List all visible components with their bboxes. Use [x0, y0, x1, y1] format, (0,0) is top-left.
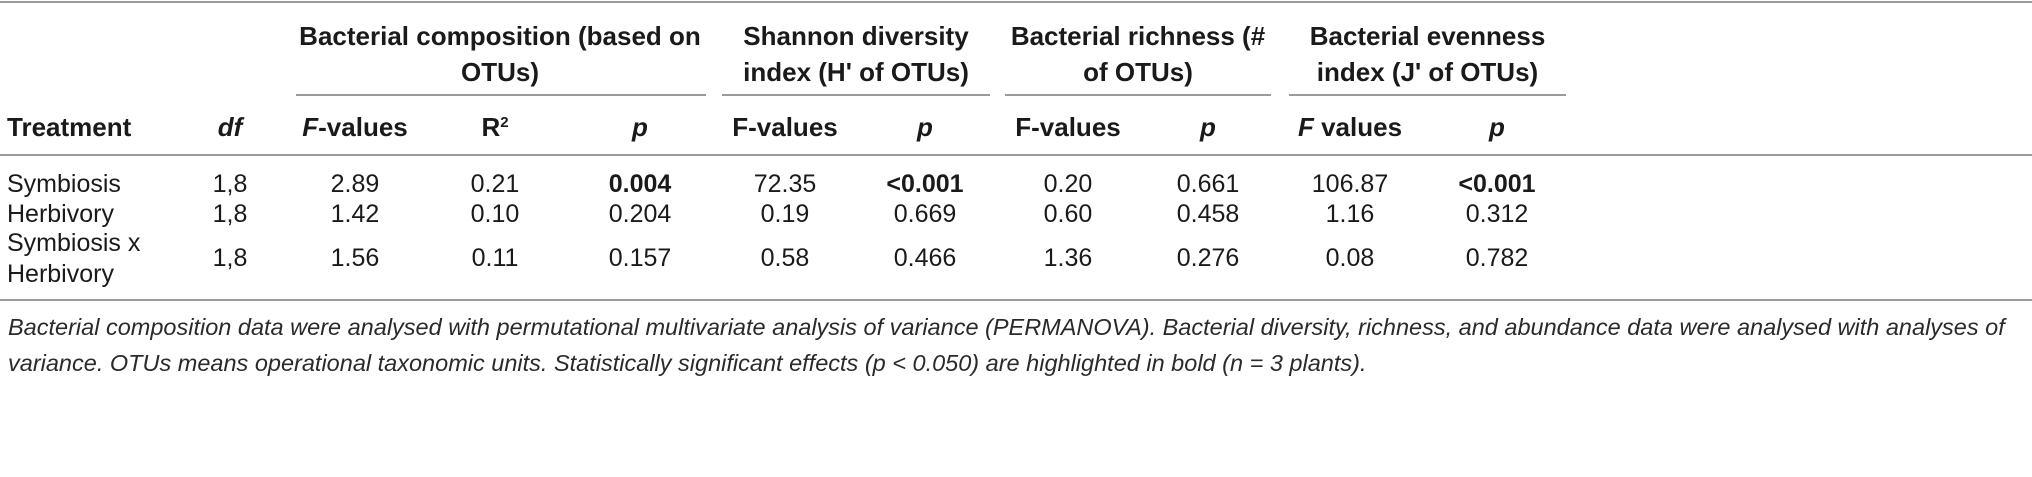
- col-header-df: df: [217, 112, 243, 142]
- group-rule-richness: [1005, 94, 1271, 96]
- header-bottom-rule: [0, 154, 2032, 156]
- group-header-composition: Bacterial composition (based on OTUs): [299, 21, 701, 87]
- row2-even-p: 0.312: [1465, 200, 1529, 228]
- col-header-comp-p: p: [632, 112, 648, 142]
- group-header-evenness: Bacterial evenness index (J' of OTUs): [1309, 21, 1546, 87]
- row1-df: 1,8: [212, 170, 248, 198]
- row1-rich-f: 0.20: [1043, 170, 1093, 198]
- col-header-comp-r2: R2: [450, 112, 540, 142]
- col-header-rich-p: p: [1200, 112, 1216, 142]
- row2-shan-f: 0.19: [760, 200, 810, 228]
- row1-comp-f: 2.89: [330, 170, 380, 198]
- group-header-richness: Bacterial richness (# of OTUs): [1010, 21, 1266, 87]
- row3-treatment-line1: Symbiosis x: [7, 229, 141, 257]
- row1-rich-p: 0.661: [1176, 170, 1240, 198]
- row2-treatment: Herbivory: [7, 200, 114, 228]
- row3-shan-f: 0.58: [760, 244, 810, 272]
- row3-even-p: 0.782: [1465, 244, 1529, 272]
- col-header-comp-f: F-values: [290, 112, 420, 142]
- row1-even-f: 106.87: [1311, 170, 1389, 198]
- group-rule-composition: [296, 94, 706, 96]
- row3-shan-p: 0.466: [893, 244, 957, 272]
- row2-comp-r2: 0.10: [470, 200, 520, 228]
- row1-treatment: Symbiosis: [7, 170, 121, 198]
- row2-comp-f: 1.42: [330, 200, 380, 228]
- row1-comp-p: 0.004: [608, 170, 672, 198]
- col-header-comp-f-suffix: -values: [318, 112, 408, 142]
- col-header-treatment: Treatment: [7, 112, 132, 142]
- group-rule-shannon: [722, 94, 990, 96]
- row2-even-f: 1.16: [1325, 200, 1375, 228]
- table-footnote: Bacterial composition data were analysed…: [8, 314, 2005, 376]
- row2-rich-f: 0.60: [1043, 200, 1093, 228]
- row1-even-p: <0.001: [1458, 170, 1536, 198]
- row1-comp-r2: 0.21: [470, 170, 520, 198]
- col-header-comp-r-sup: 2: [500, 114, 509, 131]
- row3-comp-f: 1.56: [330, 244, 380, 272]
- group-rule-evenness: [1289, 94, 1566, 96]
- col-header-rich-f: F-values: [1015, 112, 1121, 142]
- row2-df: 1,8: [212, 200, 248, 228]
- row3-treatment-line2: Herbivory: [7, 260, 114, 288]
- group-header-shannon: Shannon diversity index (H' of OTUs): [743, 21, 969, 87]
- row2-shan-p: 0.669: [893, 200, 957, 228]
- col-header-comp-r: R: [481, 112, 501, 142]
- col-header-even-p: p: [1489, 112, 1505, 142]
- row3-even-f: 0.08: [1325, 244, 1375, 272]
- row2-comp-p: 0.204: [608, 200, 672, 228]
- col-header-even-f-symbol: F: [1297, 112, 1314, 142]
- row1-shan-p: <0.001: [886, 170, 964, 198]
- col-header-comp-f-symbol: F: [302, 112, 319, 142]
- row3-rich-f: 1.36: [1043, 244, 1093, 272]
- col-header-even-f-suffix: values: [1313, 112, 1403, 142]
- row1-shan-f: 72.35: [753, 170, 817, 198]
- row3-comp-p: 0.157: [608, 244, 672, 272]
- col-header-even-f: F values: [1285, 112, 1415, 142]
- col-header-shan-p: p: [917, 112, 933, 142]
- top-rule: [0, 1, 2032, 3]
- table-bottom-rule: [0, 299, 2032, 301]
- row3-rich-p: 0.276: [1176, 244, 1240, 272]
- row3-comp-r2: 0.11: [471, 244, 519, 272]
- row2-rich-p: 0.458: [1176, 200, 1240, 228]
- row3-df: 1,8: [212, 244, 248, 272]
- col-header-shan-f: F-values: [732, 112, 838, 142]
